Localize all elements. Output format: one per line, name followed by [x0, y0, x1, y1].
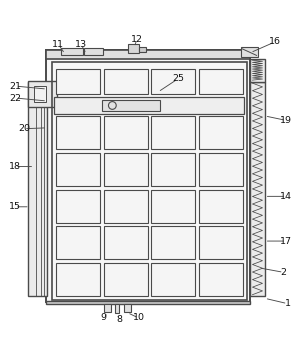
Bar: [241, 47, 258, 57]
Bar: [198, 263, 243, 296]
Text: 10: 10: [133, 313, 145, 323]
Text: 11: 11: [52, 40, 64, 49]
Bar: [104, 263, 148, 296]
Bar: [250, 59, 265, 82]
Bar: [250, 82, 265, 296]
Bar: [28, 82, 47, 296]
Text: 16: 16: [269, 38, 281, 46]
Text: 9: 9: [101, 313, 107, 323]
Bar: [198, 153, 243, 186]
Bar: [56, 190, 100, 223]
Bar: [56, 263, 100, 296]
Bar: [54, 97, 244, 114]
Bar: [56, 68, 100, 94]
Bar: [198, 226, 243, 259]
Text: 25: 25: [172, 74, 184, 83]
Bar: [151, 153, 195, 186]
Bar: [115, 304, 119, 313]
Bar: [198, 116, 243, 149]
Bar: [46, 301, 250, 304]
Bar: [34, 86, 46, 101]
Bar: [104, 153, 148, 186]
Bar: [198, 190, 243, 223]
Bar: [151, 68, 195, 94]
Bar: [56, 116, 100, 149]
Bar: [198, 68, 243, 94]
Bar: [104, 304, 111, 312]
Text: 17: 17: [280, 237, 292, 246]
Bar: [104, 190, 148, 223]
Text: 8: 8: [116, 315, 122, 324]
Text: 19: 19: [280, 116, 292, 125]
Bar: [104, 226, 148, 259]
Bar: [56, 226, 100, 259]
Bar: [124, 304, 131, 312]
Text: 14: 14: [280, 192, 292, 201]
Text: 15: 15: [9, 202, 21, 211]
Text: 12: 12: [131, 34, 143, 44]
Text: 13: 13: [75, 40, 87, 49]
Bar: [46, 50, 250, 59]
Bar: [104, 116, 148, 149]
Bar: [46, 50, 250, 302]
Text: 1: 1: [285, 299, 291, 308]
Bar: [28, 81, 57, 107]
Bar: [151, 190, 195, 223]
Bar: [139, 47, 146, 52]
Bar: [151, 263, 195, 296]
Bar: [151, 116, 195, 149]
Bar: [128, 44, 139, 53]
Bar: [61, 48, 83, 55]
Text: 22: 22: [10, 93, 21, 102]
Bar: [104, 68, 148, 94]
Text: 2: 2: [281, 268, 287, 277]
Bar: [102, 100, 160, 111]
Bar: [52, 62, 247, 300]
Text: 21: 21: [10, 81, 21, 91]
Bar: [84, 48, 103, 55]
Bar: [151, 226, 195, 259]
Bar: [56, 153, 100, 186]
Text: 18: 18: [9, 162, 21, 171]
Text: 20: 20: [18, 124, 30, 133]
